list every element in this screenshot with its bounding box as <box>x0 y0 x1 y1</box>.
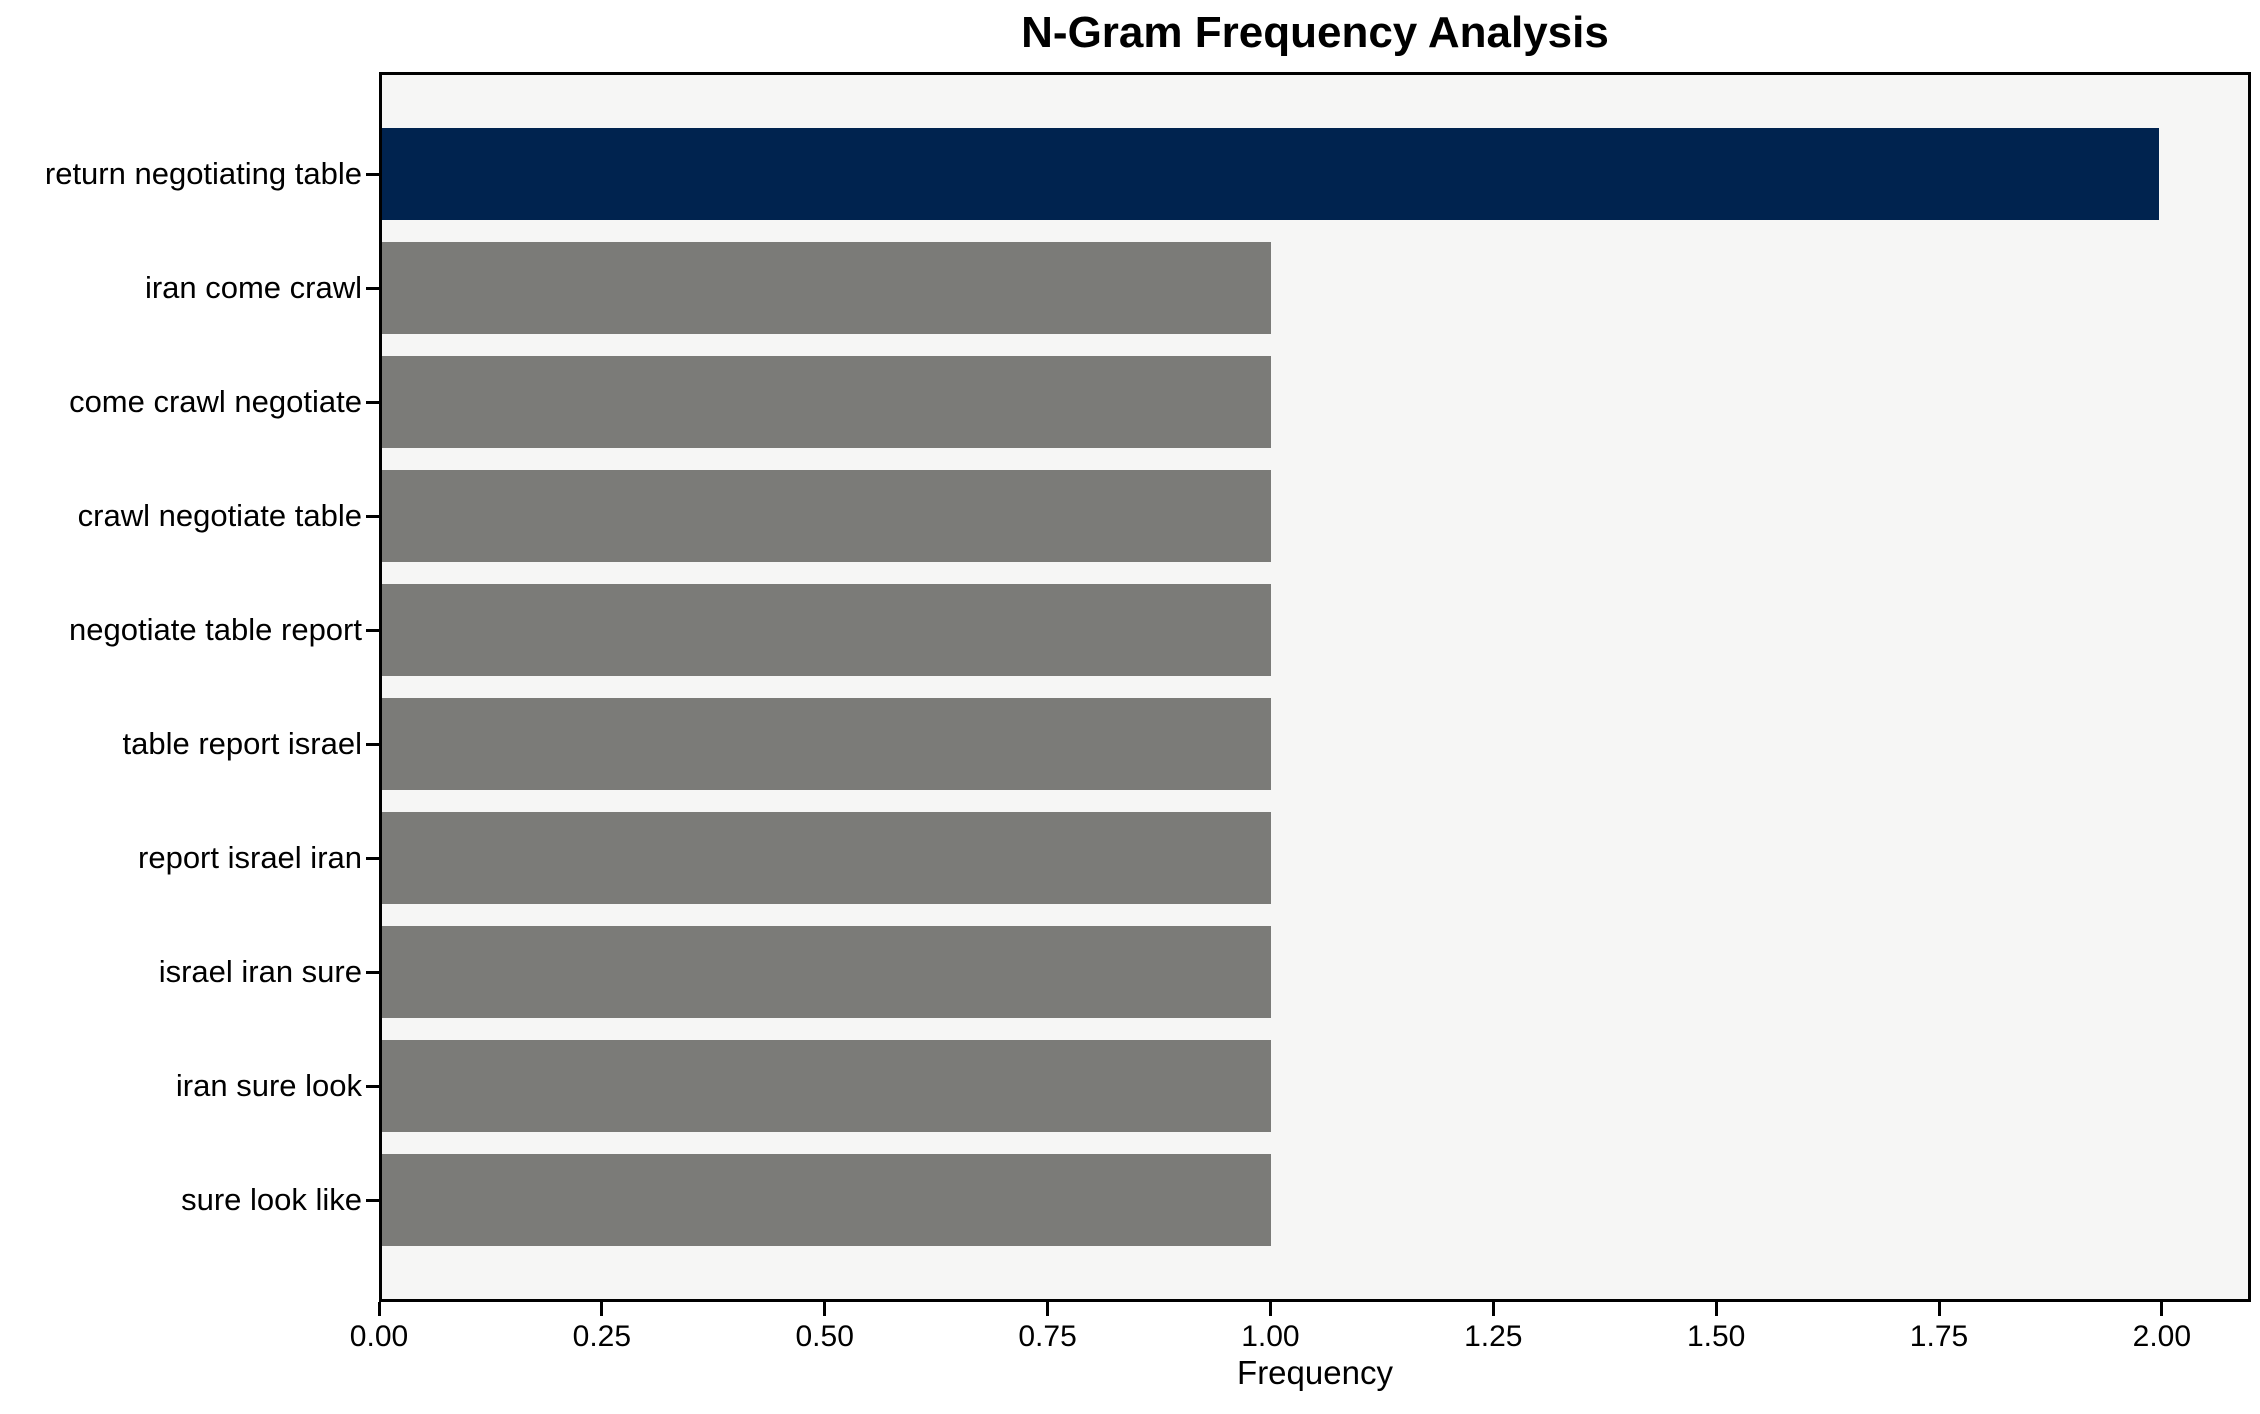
y-tick-mark <box>366 514 379 518</box>
y-tick-mark <box>366 172 379 176</box>
y-tick-mark <box>366 400 379 404</box>
bar <box>382 470 1271 562</box>
chart-title: N-Gram Frequency Analysis <box>1021 8 1609 57</box>
x-axis-title: Frequency <box>1237 1354 1393 1391</box>
y-tick-mark <box>366 628 379 632</box>
plot-area <box>379 72 2251 1302</box>
bar <box>382 242 1271 334</box>
bar-row <box>382 573 2248 687</box>
x-tick-mark <box>1937 1302 1941 1316</box>
x-tick-label: 1.25 <box>1464 1320 1523 1353</box>
y-tick-label: sure look like <box>181 1182 362 1217</box>
x-tick-mark <box>2160 1302 2164 1316</box>
bar-row <box>382 915 2248 1029</box>
bar-row <box>382 231 2248 345</box>
bar-row <box>382 117 2248 231</box>
x-tick-mark <box>1714 1302 1718 1316</box>
x-tick-mark <box>377 1302 381 1316</box>
y-tick-label: crawl negotiate table <box>77 498 362 533</box>
x-tick-mark <box>1491 1302 1495 1316</box>
y-tick-label: negotiate table report <box>69 612 362 647</box>
bar <box>382 1154 1271 1246</box>
x-tick-label: 0.25 <box>572 1320 632 1353</box>
bars-container <box>382 75 2248 1299</box>
bar <box>382 356 1271 448</box>
bar-row <box>382 1143 2248 1257</box>
y-tick-mark <box>366 1198 379 1202</box>
y-tick-mark <box>366 1084 379 1088</box>
bar-row <box>382 687 2248 801</box>
bar-row <box>382 459 2248 573</box>
y-tick-label: report israel iran <box>138 840 362 875</box>
y-tick-mark <box>366 286 379 290</box>
y-tick-mark <box>366 970 379 974</box>
x-tick-label: 0.75 <box>1018 1320 1077 1353</box>
bar-row <box>382 345 2248 459</box>
bar <box>382 698 1271 790</box>
bar-row <box>382 801 2248 915</box>
x-tick-mark <box>823 1302 827 1316</box>
x-tick-label: 0.50 <box>795 1320 854 1353</box>
x-tick-mark <box>600 1302 604 1316</box>
y-tick-mark <box>366 856 379 860</box>
bar <box>382 1040 1271 1132</box>
y-tick-label: return negotiating table <box>44 156 362 191</box>
y-tick-label: table report israel <box>122 726 362 761</box>
y-tick-label: iran sure look <box>175 1068 362 1103</box>
bar <box>382 926 1271 1018</box>
y-tick-label: israel iran sure <box>158 954 362 989</box>
x-tick-mark <box>1268 1302 1272 1316</box>
x-tick-label: 2.00 <box>2132 1320 2192 1353</box>
bar <box>382 812 1271 904</box>
x-tick-mark <box>1046 1302 1050 1316</box>
y-tick-label: come crawl negotiate <box>69 384 362 419</box>
bar <box>382 128 2160 220</box>
x-tick-label: 1.50 <box>1686 1320 1746 1353</box>
y-tick-label: iran come crawl <box>144 270 362 305</box>
y-tick-mark <box>366 742 379 746</box>
x-tick-label: 1.00 <box>1241 1320 1300 1353</box>
bar <box>382 584 1271 676</box>
x-tick-label: 0.00 <box>349 1320 409 1353</box>
x-tick-label: 1.75 <box>1909 1320 1969 1353</box>
bar-row <box>382 1029 2248 1143</box>
